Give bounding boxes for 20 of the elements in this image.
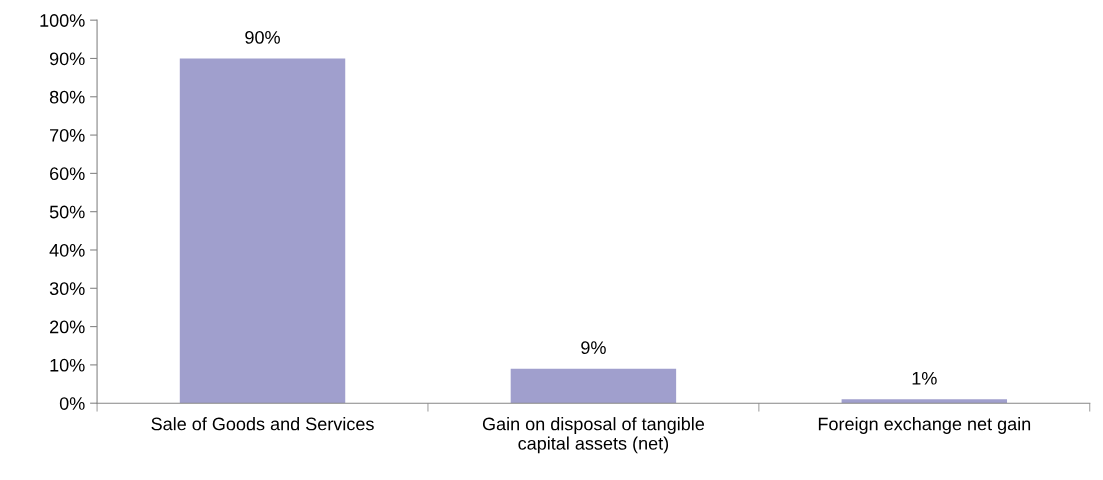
- y-tick-label: 30%: [49, 282, 85, 296]
- x-tick-label: Foreign exchange net gain: [818, 417, 1031, 434]
- y-tick-label: 90%: [49, 52, 85, 66]
- y-tick-label: 10%: [50, 358, 85, 372]
- data-label: 1%: [912, 371, 937, 385]
- y-tick-label: 20%: [50, 320, 85, 334]
- x-tick-label: Gain on disposal of tangible capital assets (net): [482, 417, 705, 454]
- y-tick-label: 100%: [40, 14, 85, 27]
- data-label: 9%: [581, 341, 606, 355]
- y-tick-label: 50%: [49, 205, 85, 219]
- y-tick-label: 0%: [59, 397, 85, 410]
- y-tick-label: 40%: [49, 243, 85, 257]
- y-tick-label: 70%: [50, 129, 85, 142]
- bar: [841, 399, 1008, 404]
- y-tick-label: 60%: [50, 167, 85, 181]
- bar: [179, 58, 346, 404]
- x-tick-label: Sale of Goods and Services: [151, 417, 374, 431]
- data-label: 90%: [245, 31, 280, 44]
- y-tick-label: 80%: [49, 90, 85, 104]
- bar: [510, 368, 677, 404]
